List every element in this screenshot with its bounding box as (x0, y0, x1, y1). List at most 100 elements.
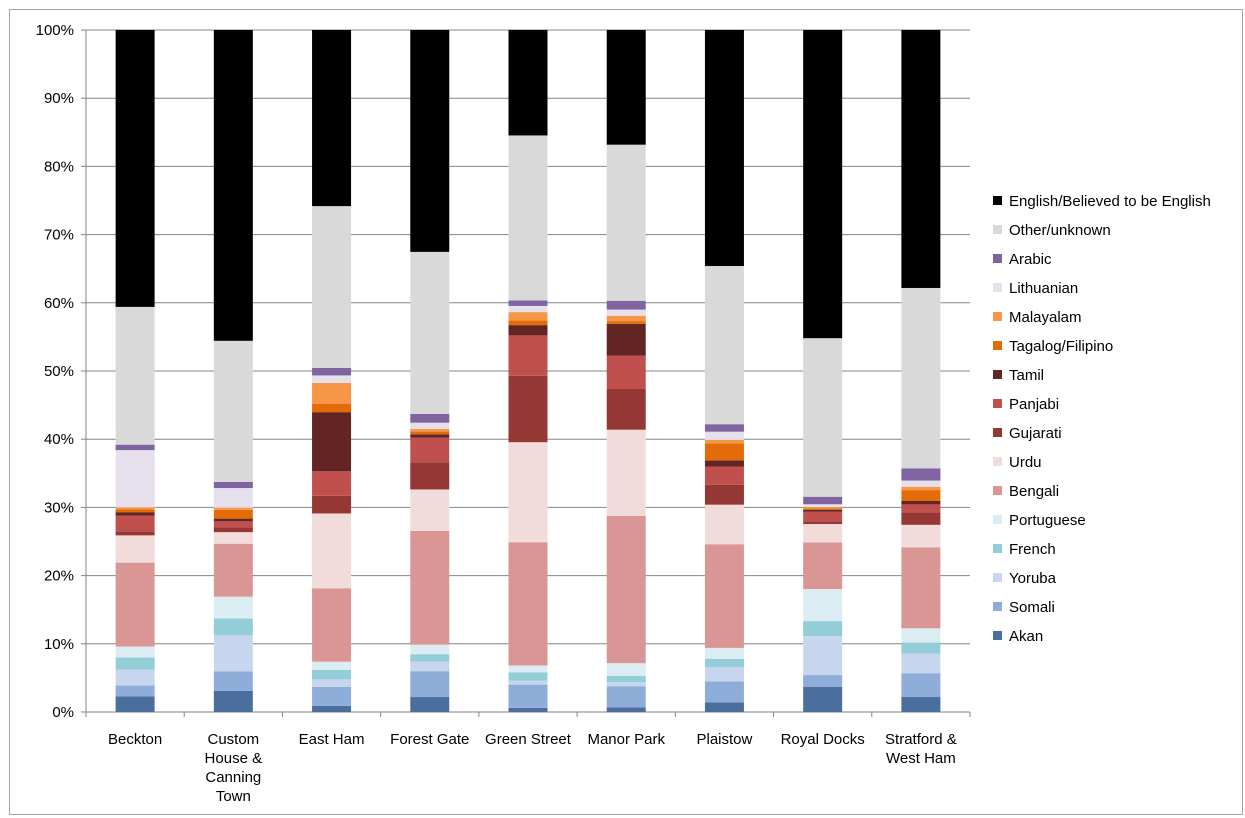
x-category-label-line: West Ham (886, 750, 956, 767)
bar-segment-urdu (410, 489, 450, 531)
x-category-label-line: Manor Park (587, 731, 665, 748)
bar-segment-tagalog-filipino (312, 403, 352, 413)
legend-swatch (993, 486, 1002, 495)
bar-segment-tamil (606, 323, 646, 356)
bar-segment-urdu (213, 532, 253, 544)
bar-segment-lithuanian (606, 309, 646, 316)
legend-swatch (993, 631, 1002, 640)
legend-label: Portuguese (1009, 512, 1086, 529)
bar-segment-french (803, 621, 843, 637)
bar-segment-akan (115, 696, 155, 712)
bar-segment-tamil (410, 434, 450, 438)
legend-swatch (993, 544, 1002, 553)
y-tick-label: 50% (44, 363, 74, 380)
y-tick-label: 70% (44, 227, 74, 244)
bar-segment-urdu (704, 504, 744, 545)
legend-swatch (993, 283, 1002, 292)
bar-segment-akan (410, 697, 450, 712)
bar-segment-tagalog-filipino (115, 509, 155, 513)
bar-segment-bengali (803, 542, 843, 589)
legend-swatch (993, 399, 1002, 408)
bar-segment-malayalam (508, 312, 548, 321)
bar-segment-portuguese (213, 596, 253, 619)
bar-segment-english-believed-to-be-english (704, 30, 744, 266)
bar-segment-tamil (115, 512, 155, 516)
bar-segment-gujarati (803, 521, 843, 525)
x-category-label-line: Beckton (108, 731, 162, 748)
x-category-label-line: East Ham (299, 731, 365, 748)
y-tick-label: 30% (44, 499, 74, 516)
bar-segment-arabic (803, 496, 843, 505)
x-category-label: Custom House & Canning Town (205, 731, 263, 805)
legend-swatch (993, 254, 1002, 263)
bar-segment-malayalam (312, 382, 352, 404)
bar-segment-bengali (213, 543, 253, 597)
legend-label: Gujarati (1009, 425, 1062, 442)
bar-segment-arabic (312, 367, 352, 376)
y-tick-label: 40% (44, 431, 74, 448)
legend-label: Tamil (1009, 367, 1044, 384)
bar-segment-yoruba (508, 680, 548, 685)
x-category-label: Plaistow (697, 731, 753, 748)
legend-label: Tagalog/Filipino (1009, 338, 1113, 355)
bar-segment-other-unknown (704, 265, 744, 425)
bar-segment-french (312, 669, 352, 680)
bar-segment-panjabi (803, 511, 843, 522)
bar-segment-english-believed-to-be-english (508, 30, 548, 136)
bar-segment-akan (803, 686, 843, 712)
x-category-label-line: Custom (207, 731, 259, 748)
x-category-label: Forest Gate (390, 731, 469, 748)
y-tick-label: 60% (44, 295, 74, 312)
y-tick-label: 100% (36, 22, 74, 39)
bar-segment-gujarati (704, 484, 744, 505)
bar-segment-yoruba (606, 682, 646, 687)
bar-segment-other-unknown (803, 338, 843, 497)
bar-segment-tamil (704, 460, 744, 467)
bar-segment-panjabi (508, 335, 548, 376)
bar-segment-akan (606, 707, 646, 712)
bar-segment-other-unknown (213, 340, 253, 482)
bar-segment-akan (213, 690, 253, 712)
bar-segment-tagalog-filipino (901, 490, 941, 502)
bar-segment-bengali (312, 588, 352, 662)
bar-segment-yoruba (410, 661, 450, 672)
bar-segment-akan (704, 702, 744, 712)
bar-segment-portuguese (606, 663, 646, 677)
bar-segment-french (115, 657, 155, 670)
bar-segment-gujarati (410, 462, 450, 490)
bar-segment-english-believed-to-be-english (803, 30, 843, 339)
legend-label: French (1009, 541, 1056, 558)
bar-segment-gujarati (213, 527, 253, 533)
bar-segment-tamil (901, 501, 941, 505)
x-category-label-line: Canning (205, 769, 261, 786)
bar-segment-bengali (901, 547, 941, 629)
bar-segment-tagalog-filipino (508, 320, 548, 326)
legend-swatch (993, 196, 1002, 205)
bar-segment-tamil (803, 509, 843, 512)
bar-segment-somali (312, 686, 352, 706)
legend-swatch (993, 515, 1002, 524)
x-category-label: Manor Park (587, 731, 665, 748)
legend-label: Malayalam (1009, 309, 1082, 326)
bar-segment-tagalog-filipino (803, 508, 843, 510)
x-category-label: Green Street (485, 731, 572, 748)
bar-segment-lithuanian (901, 480, 941, 487)
bar-segment-somali (508, 684, 548, 708)
x-category-label: Beckton (108, 731, 162, 748)
bar-segment-somali (901, 673, 941, 698)
bar-segment-gujarati (312, 495, 352, 514)
legend-swatch (993, 312, 1002, 321)
legend-swatch (993, 225, 1002, 234)
legend-label: Yoruba (1009, 570, 1057, 587)
x-category-label-line: Stratford & (885, 731, 957, 748)
bar-segment-malayalam (803, 506, 843, 509)
bar-segment-somali (213, 671, 253, 691)
legend-label: Other/unknown (1009, 222, 1111, 239)
bar-segment-lithuanian (508, 305, 548, 313)
bar-segment-somali (803, 675, 843, 687)
bar-segment-bengali (606, 515, 646, 664)
x-category-label-line: Town (216, 788, 251, 805)
bar-segment-english-believed-to-be-english (606, 30, 646, 145)
bar-segment-panjabi (410, 437, 450, 463)
y-tick-label: 90% (44, 90, 74, 107)
